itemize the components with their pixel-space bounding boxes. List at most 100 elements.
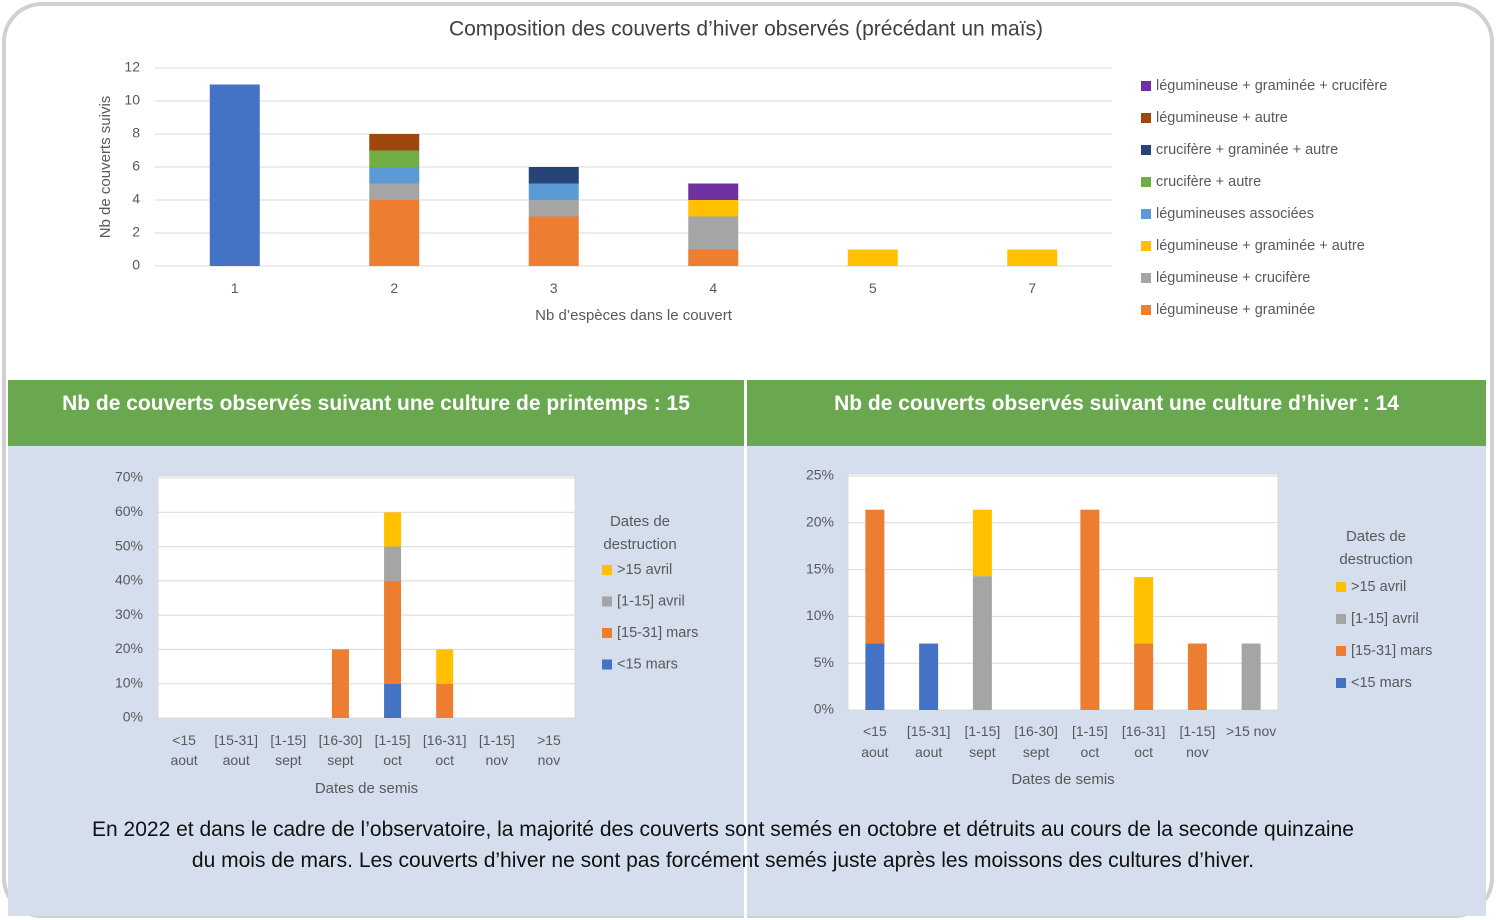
y-tick-label: 6 (132, 158, 140, 174)
x-axis-label: Dates de semis (315, 780, 418, 797)
legend-label: légumineuse + crucifère (1156, 270, 1310, 286)
x-tick-label: [15-31] aout (907, 723, 951, 760)
legend-swatch (1336, 678, 1346, 688)
x-tick-label: [1-15] nov (479, 732, 515, 768)
plot-area (847, 473, 1279, 711)
legend-swatch (1141, 241, 1151, 251)
x-tick-label: 7 (1028, 280, 1036, 296)
legend-label: >15 avril (617, 562, 672, 578)
legend-swatch (602, 628, 612, 638)
x-tick-line: nov (1186, 744, 1209, 760)
legend-label: légumineuse + autre (1156, 110, 1288, 126)
x-tick-line: [1-15] (270, 732, 306, 748)
legend-label: [1-15] avril (1351, 611, 1419, 627)
x-tick-label: >15 nov (537, 732, 561, 768)
y-tick-label: 0% (123, 709, 143, 725)
legend-label: >15 avril (1351, 579, 1406, 595)
legend-label: [15-31] mars (1351, 643, 1432, 659)
x-tick-label: [1-15] sept (964, 723, 1000, 760)
x-tick-label: [1-15] sept (270, 732, 306, 768)
x-tick-line: [16-30] (1014, 723, 1058, 739)
legend-swatch (1141, 145, 1151, 155)
y-tick-label: 0 (132, 257, 140, 273)
bar-segment (369, 200, 420, 266)
x-tick-line: <15 (863, 723, 887, 739)
legend-title: Dates de destruction (1339, 528, 1413, 568)
x-tick-line: [16-30] (319, 732, 363, 748)
x-tick-label: <15 aout (170, 732, 197, 768)
x-tick-line: nov (486, 752, 509, 768)
y-tick-label: 60% (115, 503, 143, 519)
bar-segment (369, 167, 420, 184)
header-right: Nb de couverts observés suivant une cult… (834, 392, 1399, 415)
x-tick-line: [15-31] (907, 723, 951, 739)
bar-segment (972, 576, 992, 710)
header-left: Nb de couverts observés suivant une cult… (62, 392, 690, 415)
y-tick-label: 2 (132, 224, 140, 240)
legend-swatch (1141, 177, 1151, 187)
x-tick-label: [16-30] sept (319, 732, 363, 768)
legend-title: Dates de destruction (603, 513, 677, 553)
bar-segment (369, 134, 420, 151)
x-tick-line: [1-15] (964, 723, 1000, 739)
x-tick-line: 1 (231, 280, 239, 296)
x-tick-line: [16-31] (1122, 723, 1166, 739)
x-tick-line: [1-15] (479, 732, 515, 748)
legend-swatch (1141, 305, 1151, 315)
bar-segment (384, 683, 402, 718)
x-tick-line: >15 (537, 732, 561, 748)
bar-segment (528, 216, 579, 266)
legend-swatch (602, 659, 612, 670)
x-tick-line: sept (1023, 744, 1050, 760)
divider (744, 380, 747, 920)
x-tick-line: 2 (390, 280, 398, 296)
x-tick-label: [16-31] oct (1122, 723, 1166, 760)
x-tick-line: sept (969, 744, 996, 760)
x-tick-line: oct (383, 752, 402, 768)
x-tick-line: 5 (869, 280, 877, 296)
x-tick-line: oct (1081, 744, 1100, 760)
bar-segment (688, 200, 739, 217)
x-tick-line: oct (1134, 744, 1153, 760)
y-tick-label: 15% (806, 560, 834, 576)
legend-label: légumineuse + graminée + autre (1156, 238, 1365, 254)
y-tick-label: 4 (132, 191, 140, 207)
bar-segment (528, 200, 579, 217)
plot-area (157, 475, 576, 719)
y-tick-label: 12 (124, 59, 140, 75)
x-tick-line: aout (915, 744, 942, 760)
legend-swatch (1141, 273, 1151, 283)
y-tick-label: 20% (806, 514, 834, 530)
x-tick-line: sept (275, 752, 302, 768)
bar-segment (865, 643, 885, 710)
legend-label: légumineuses associées (1156, 206, 1314, 222)
y-tick-label: 5% (814, 654, 834, 670)
y-tick-label: 8 (132, 125, 140, 141)
bar-segment (528, 183, 579, 200)
bar-segment (384, 580, 402, 684)
y-tick-label: 20% (115, 640, 143, 656)
bar-segment (1187, 643, 1207, 710)
x-tick-line: sept (327, 752, 354, 768)
bar-segment (384, 512, 402, 547)
x-tick-line: nov (538, 752, 561, 768)
bar-segment (1134, 643, 1154, 710)
x-axis-label: Nb d’espèces dans le couvert (535, 307, 733, 324)
x-tick-line: 4 (709, 280, 717, 296)
legend-swatch (1141, 113, 1151, 123)
legend-title-box: Dates de destruction (603, 513, 677, 553)
bar-segment (436, 649, 454, 684)
legend-label: crucifère + autre (1156, 174, 1261, 190)
x-tick-label: 1 (231, 280, 239, 296)
header-band (8, 380, 1486, 446)
bar-segment (688, 249, 739, 266)
x-tick-line: [1-15] (1179, 723, 1215, 739)
bar-segment (209, 84, 260, 266)
bar-segment (972, 509, 992, 577)
legend-label: <15 mars (617, 656, 678, 672)
x-tick-label: 5 (869, 280, 877, 296)
bar-segment (1134, 577, 1154, 644)
legend-label: [15-31] mars (617, 625, 698, 641)
x-tick-label: [1-15] nov (1179, 723, 1215, 760)
